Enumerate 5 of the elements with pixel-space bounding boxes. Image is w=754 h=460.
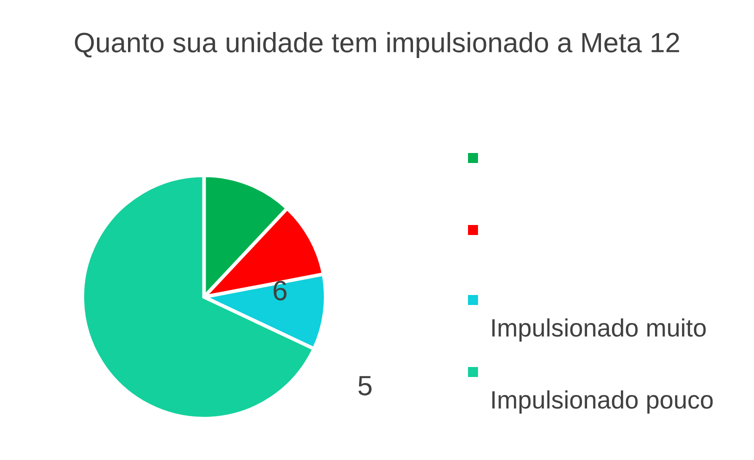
legend-label: Impulsionado muito xyxy=(492,318,706,342)
legend-label: Impulsionado pouco xyxy=(492,390,713,414)
chart-title: Quanto sua unidade tem impulsionado a Meta 12 xyxy=(74,32,680,58)
text: 6 xyxy=(274,280,287,300)
text: 5 xyxy=(358,376,372,396)
